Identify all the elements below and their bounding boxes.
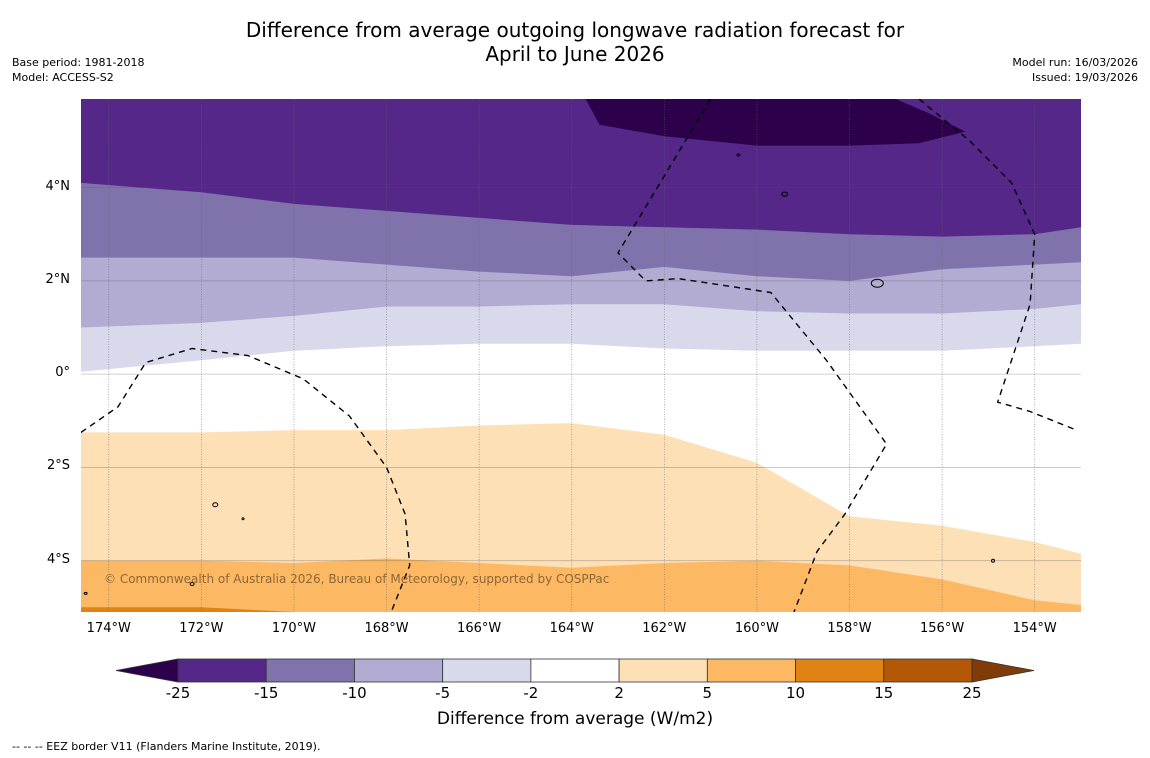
map-title: Difference from average outgoing longwav… — [0, 18, 1150, 66]
colorbar-bin — [795, 658, 885, 683]
island-outline — [189, 582, 195, 587]
colorbar-bin — [530, 658, 620, 683]
band-pos10-pos15 — [81, 607, 1081, 612]
colorbar-tick-label: 15 — [874, 684, 894, 702]
lon-tick-label: 160°W — [734, 621, 779, 636]
colorbar-bin — [618, 658, 708, 683]
meta-left: Base period: 1981-2018 Model: ACCESS-S2 — [12, 55, 144, 85]
title-line-1: Difference from average outgoing longwav… — [245, 18, 905, 42]
colorbar-tick-label: -25 — [165, 684, 191, 702]
colorbar-label: Difference from average (W/m2) — [436, 709, 714, 729]
base-period: Base period: 1981-2018 — [12, 56, 145, 69]
lon-tick-label: 164°W — [549, 621, 594, 636]
island-outline — [212, 502, 219, 508]
colorbar-tick-label: -5 — [435, 684, 451, 702]
lat-tick-label: 4°N — [45, 178, 71, 194]
colorbar-tick-label: 10 — [786, 684, 806, 702]
lat-tick-label: 2°S — [46, 458, 70, 474]
lon-tick-label: 156°W — [920, 621, 965, 636]
island-outline — [83, 591, 88, 595]
model-name: Model: ACCESS-S2 — [12, 71, 114, 84]
lon-tick-label: 166°W — [457, 621, 502, 636]
island-outline — [870, 278, 884, 288]
colorbar-bin — [442, 658, 532, 683]
colorbar-tick-label: 5 — [702, 684, 713, 702]
colorbar-bin — [265, 658, 355, 683]
colorbar-tick-label: -15 — [253, 684, 279, 702]
copyright-notice: © Commonwealth of Australia 2026, Bureau… — [104, 572, 610, 586]
title-line-2: April to June 2026 — [485, 42, 665, 66]
band-pos5-pos10 — [81, 558, 1081, 612]
eez-border-line — [617, 99, 888, 612]
lat-tick-label: 4°S — [46, 551, 70, 567]
colorbar-bin — [706, 658, 796, 683]
island-outline — [736, 153, 741, 157]
colorbar-bin — [177, 658, 267, 683]
islands — [83, 153, 996, 595]
lat-tick-label: 2°N — [45, 271, 71, 287]
lon-tick-label: 170°W — [271, 621, 317, 636]
colorbar-tick-label: 25 — [962, 684, 982, 702]
island-outline — [991, 558, 996, 563]
colorbar-tick-label: 2 — [614, 684, 624, 702]
colorbar-tick-label: -2 — [523, 684, 539, 702]
lon-tick-label: 162°W — [642, 621, 687, 636]
lon-tick-label: 158°W — [827, 621, 872, 636]
meta-right: Model run: 16/03/2026 Issued: 19/03/2026 — [1012, 55, 1138, 85]
colorbar-bin — [354, 658, 444, 683]
island-outline — [781, 191, 789, 197]
island-outline — [241, 517, 245, 521]
colorbar-over-arrow — [971, 658, 1035, 683]
lon-tick-label: 168°W — [364, 621, 409, 636]
issued-date: Issued: 19/03/2026 — [1031, 71, 1138, 84]
colorbar-bin — [883, 658, 973, 683]
lat-tick-label: 0° — [55, 365, 70, 381]
lon-tick-label: 174°W — [86, 621, 131, 636]
lon-tick-label: 172°W — [179, 621, 224, 636]
eez-border-line — [81, 347, 411, 612]
colorbar-tick-label: -10 — [342, 684, 367, 702]
lon-tick-label: 154°W — [1012, 621, 1057, 636]
model-run: Model run: 16/03/2026 — [1012, 56, 1138, 69]
band-below-neg25 — [585, 99, 966, 146]
gridlines — [81, 99, 1081, 612]
eez-footnote: -- -- -- EEZ border V11 (Flanders Marine… — [12, 740, 321, 753]
contour-bands — [81, 99, 1081, 612]
eez-borders — [81, 99, 1077, 612]
colorbar-under-arrow — [115, 658, 179, 683]
